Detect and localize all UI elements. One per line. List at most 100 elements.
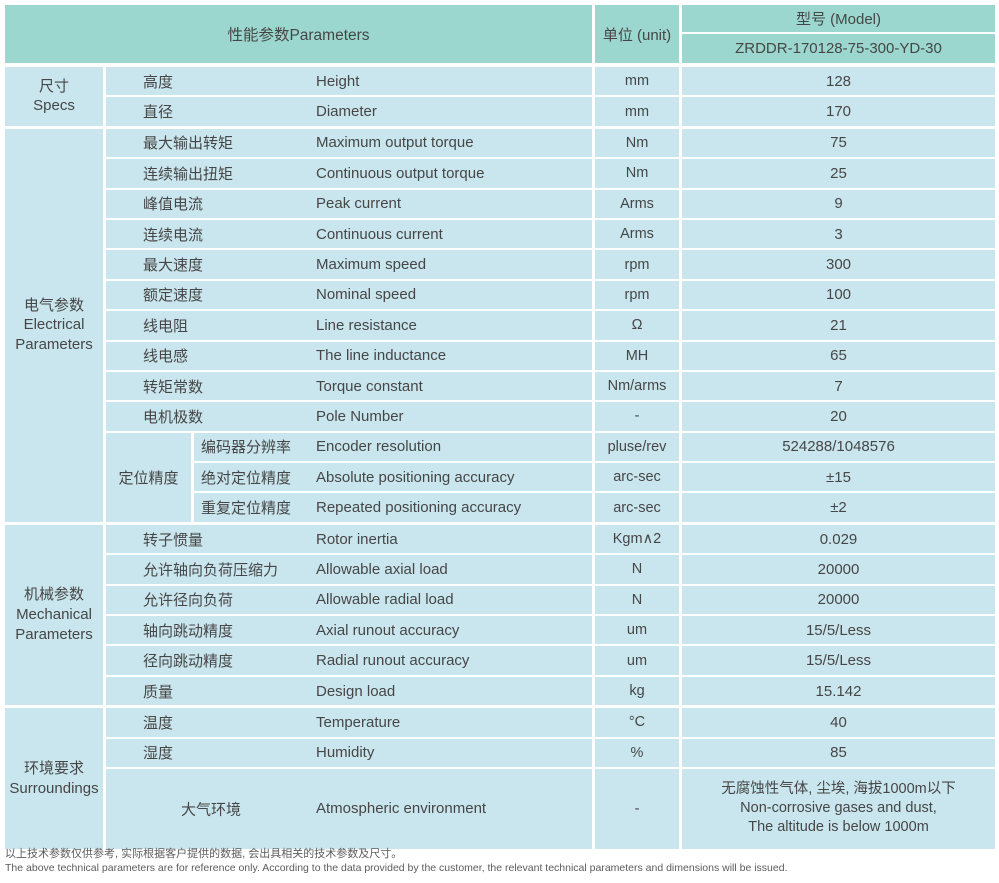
param-en: Continuous output torque — [316, 164, 485, 182]
section-label-cn: 电气参数 — [23, 296, 84, 314]
param-en: Torque constant — [316, 377, 423, 395]
param-value: 3 — [682, 219, 995, 249]
param-cn: 线电阻 — [143, 317, 189, 335]
param-unit: Nm — [595, 159, 679, 188]
disclaimer-en: The above technical parameters are for r… — [5, 862, 788, 874]
param-label-cell: 温度 Temperature — [106, 708, 592, 737]
param-cn: 电机极数 — [143, 408, 204, 426]
section-mechanical: 机械参数 Mechanical Parameters 转子惯量 Rotor ine… — [5, 524, 995, 706]
param-cn: 最大速度 — [143, 257, 204, 275]
table-row: 线电感 The line inductance MH 65 — [106, 341, 995, 370]
param-value: 15.142 — [682, 676, 995, 706]
section-label-cn: 尺寸 — [38, 77, 69, 95]
param-en: Maximum speed — [316, 256, 427, 274]
param-en: Pole Number — [316, 407, 404, 425]
param-en: Atmospheric environment — [316, 800, 487, 818]
param-value: 85 — [682, 738, 995, 767]
param-cn: 重复定位精度 — [201, 500, 292, 518]
param-en: Absolute positioning accuracy — [316, 468, 515, 486]
param-label-cell: 绝对定位精度 Absolute positioning accuracy — [194, 463, 592, 492]
param-en: Radial runout accuracy — [316, 652, 470, 670]
param-cn: 连续电流 — [143, 226, 204, 244]
table-row: 连续电流 Continuous current Arms 3 — [106, 219, 995, 249]
param-value: 9 — [682, 189, 995, 218]
param-en: Diameter — [316, 103, 377, 121]
param-value: ±2 — [682, 493, 995, 522]
param-unit: N — [595, 585, 679, 615]
table-row: 转子惯量 Rotor inertia Kgm∧2 0.029 — [106, 524, 995, 554]
table-row: 转矩常数 Torque constant Nm/arms 7 — [106, 371, 995, 401]
table-row: 最大速度 Maximum speed rpm 300 — [106, 250, 995, 279]
param-label-cell: 线电阻 Line resistance — [106, 311, 592, 340]
param-unit: Ω — [595, 311, 679, 340]
table-row: 绝对定位精度 Absolute positioning accuracy arc-… — [194, 463, 995, 492]
param-en: Temperature — [316, 713, 401, 731]
positioning-accuracy-label: 定位精度 — [106, 432, 191, 522]
param-en: Allowable radial load — [316, 591, 454, 609]
param-value: 75 — [682, 128, 995, 158]
param-cn: 编码器分辨率 — [201, 439, 292, 457]
param-cn: 高度 — [143, 73, 174, 91]
param-cn: 温度 — [143, 714, 174, 732]
param-unit: Kgm∧2 — [595, 524, 679, 554]
table-row: 允许轴向负荷压缩力 Allowable axial load N 20000 — [106, 555, 995, 584]
param-en: Peak current — [316, 195, 402, 213]
param-cn: 连续输出扭矩 — [143, 165, 234, 183]
param-en: Rotor inertia — [316, 530, 398, 548]
param-unit: rpm — [595, 250, 679, 279]
disclaimer: 以上技术参数仅供参考, 实际根据客户提供的数据, 会出具相关的技术参数及尺寸。 … — [5, 847, 788, 876]
param-unit: % — [595, 738, 679, 767]
param-cn: 允许轴向负荷压缩力 — [143, 561, 279, 579]
param-cn: 最大输出转矩 — [143, 135, 234, 153]
section-label-cn: 环境要求 — [23, 759, 84, 777]
table-row: 温度 Temperature °C 40 — [106, 708, 995, 737]
table-row: 允许径向负荷 Allowable radial load N 20000 — [106, 585, 995, 615]
param-en: Repeated positioning accuracy — [316, 499, 522, 517]
param-value: 无腐蚀性气体, 尘埃, 海拔1000m以下 Non-corrosive gase… — [682, 768, 995, 849]
param-unit: Nm/arms — [595, 371, 679, 401]
param-cn: 湿度 — [143, 745, 174, 763]
param-value: 15/5/Less — [682, 616, 995, 645]
section-label-en2: Parameters — [15, 336, 93, 354]
param-unit: Nm — [595, 128, 679, 158]
param-label-cell: 直径 Diameter — [106, 97, 592, 126]
param-unit: Arms — [595, 189, 679, 218]
section-rows: 温度 Temperature °C 40 湿度 Humidity % 85 大气环境… — [106, 708, 995, 849]
param-unit: MH — [595, 341, 679, 370]
param-unit: °C — [595, 708, 679, 737]
table-row: 额定速度 Nominal speed rpm 100 — [106, 280, 995, 310]
param-en: Design load — [316, 682, 396, 700]
param-label-cell: 湿度 Humidity — [106, 738, 592, 767]
param-unit: arc-sec — [595, 493, 679, 522]
param-value: 20000 — [682, 585, 995, 615]
param-en: Humidity — [316, 744, 375, 762]
section-label-electrical: 电气参数 Electrical Parameters — [5, 128, 103, 522]
param-label-cell: 质量 Design load — [106, 676, 592, 706]
table-row: 最大输出转矩 Maximum output torque Nm 75 — [106, 128, 995, 158]
param-unit: mm — [595, 67, 679, 96]
param-en: Axial runout accuracy — [316, 621, 460, 639]
param-cn: 质量 — [143, 683, 174, 701]
param-unit: um — [595, 646, 679, 675]
param-unit: - — [595, 402, 679, 431]
table-row: 高度 Height mm 128 — [106, 67, 995, 96]
param-label-cell: 转子惯量 Rotor inertia — [106, 524, 592, 554]
model-label: 型号 (Model) — [682, 5, 995, 32]
table-row: 质量 Design load kg 15.142 — [106, 676, 995, 706]
param-label-cell: 额定速度 Nominal speed — [106, 280, 592, 310]
table-row: 径向跳动精度 Radial runout accuracy um 15/5/Les… — [106, 646, 995, 675]
param-label-cell: 峰值电流 Peak current — [106, 189, 592, 218]
param-value: 100 — [682, 280, 995, 310]
section-rows: 高度 Height mm 128 直径 Diameter mm 170 — [106, 67, 995, 126]
param-cn: 允许径向负荷 — [143, 592, 234, 610]
param-unit: Arms — [595, 219, 679, 249]
parameters-header: 性能参数Parameters — [5, 5, 592, 63]
param-cn: 径向跳动精度 — [143, 653, 234, 671]
atmospheric-value-line: The altitude is below 1000m — [748, 819, 929, 836]
table-row: 线电阻 Line resistance Ω 21 — [106, 311, 995, 340]
param-value: 25 — [682, 159, 995, 188]
section-rows: 转子惯量 Rotor inertia Kgm∧2 0.029 允许轴向负荷压缩力 A… — [106, 524, 995, 706]
param-label-cell: 轴向跳动精度 Axial runout accuracy — [106, 616, 592, 645]
unit-header: 单位 (unit) — [595, 5, 679, 63]
